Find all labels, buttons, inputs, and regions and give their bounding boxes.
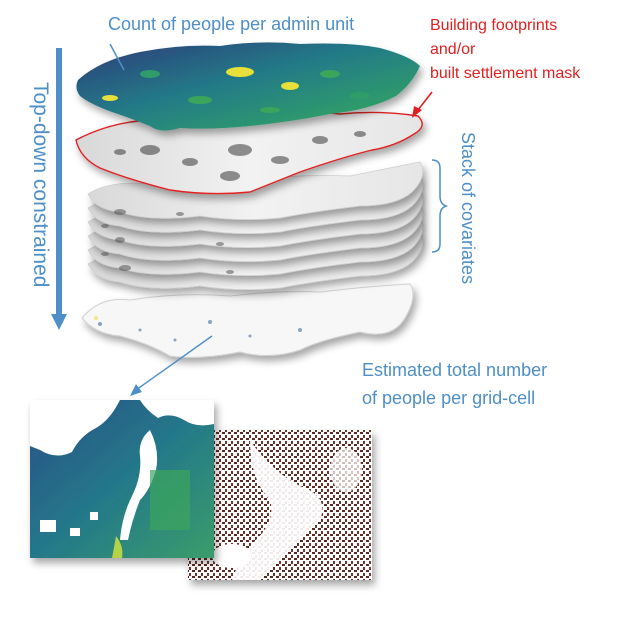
estimated-label-line1: Estimated total number xyxy=(362,360,547,380)
admin-unit-layer xyxy=(76,42,421,131)
inset-pointer-arrow xyxy=(130,335,213,396)
building-label-line1: Building footprints xyxy=(430,17,557,34)
estimated-label-line2: of people per grid-cell xyxy=(362,388,535,408)
covariate-stack xyxy=(87,161,424,290)
covariates-bracket xyxy=(431,159,449,253)
admin-unit-pointer xyxy=(109,43,125,71)
covariates-label: Stack of covariates xyxy=(458,132,478,284)
covariate-dark-features xyxy=(101,209,234,274)
building-label-line2: and/or xyxy=(430,41,476,58)
admin-unit-highlights xyxy=(102,67,370,113)
building-dark-features xyxy=(114,131,366,181)
building-label-line3: built settlement mask xyxy=(430,65,581,82)
estimated-population-layer xyxy=(81,283,414,358)
estimated-layer-specks xyxy=(94,316,302,342)
building-pointer-arrow xyxy=(412,91,433,118)
topdown-label: Top-down constrained xyxy=(29,82,52,287)
topdown-arrow xyxy=(51,48,67,330)
inset-buildings-map xyxy=(188,430,372,580)
inset-population-grid xyxy=(30,400,214,558)
admin-unit-label: Count of people per admin unit xyxy=(108,14,354,34)
